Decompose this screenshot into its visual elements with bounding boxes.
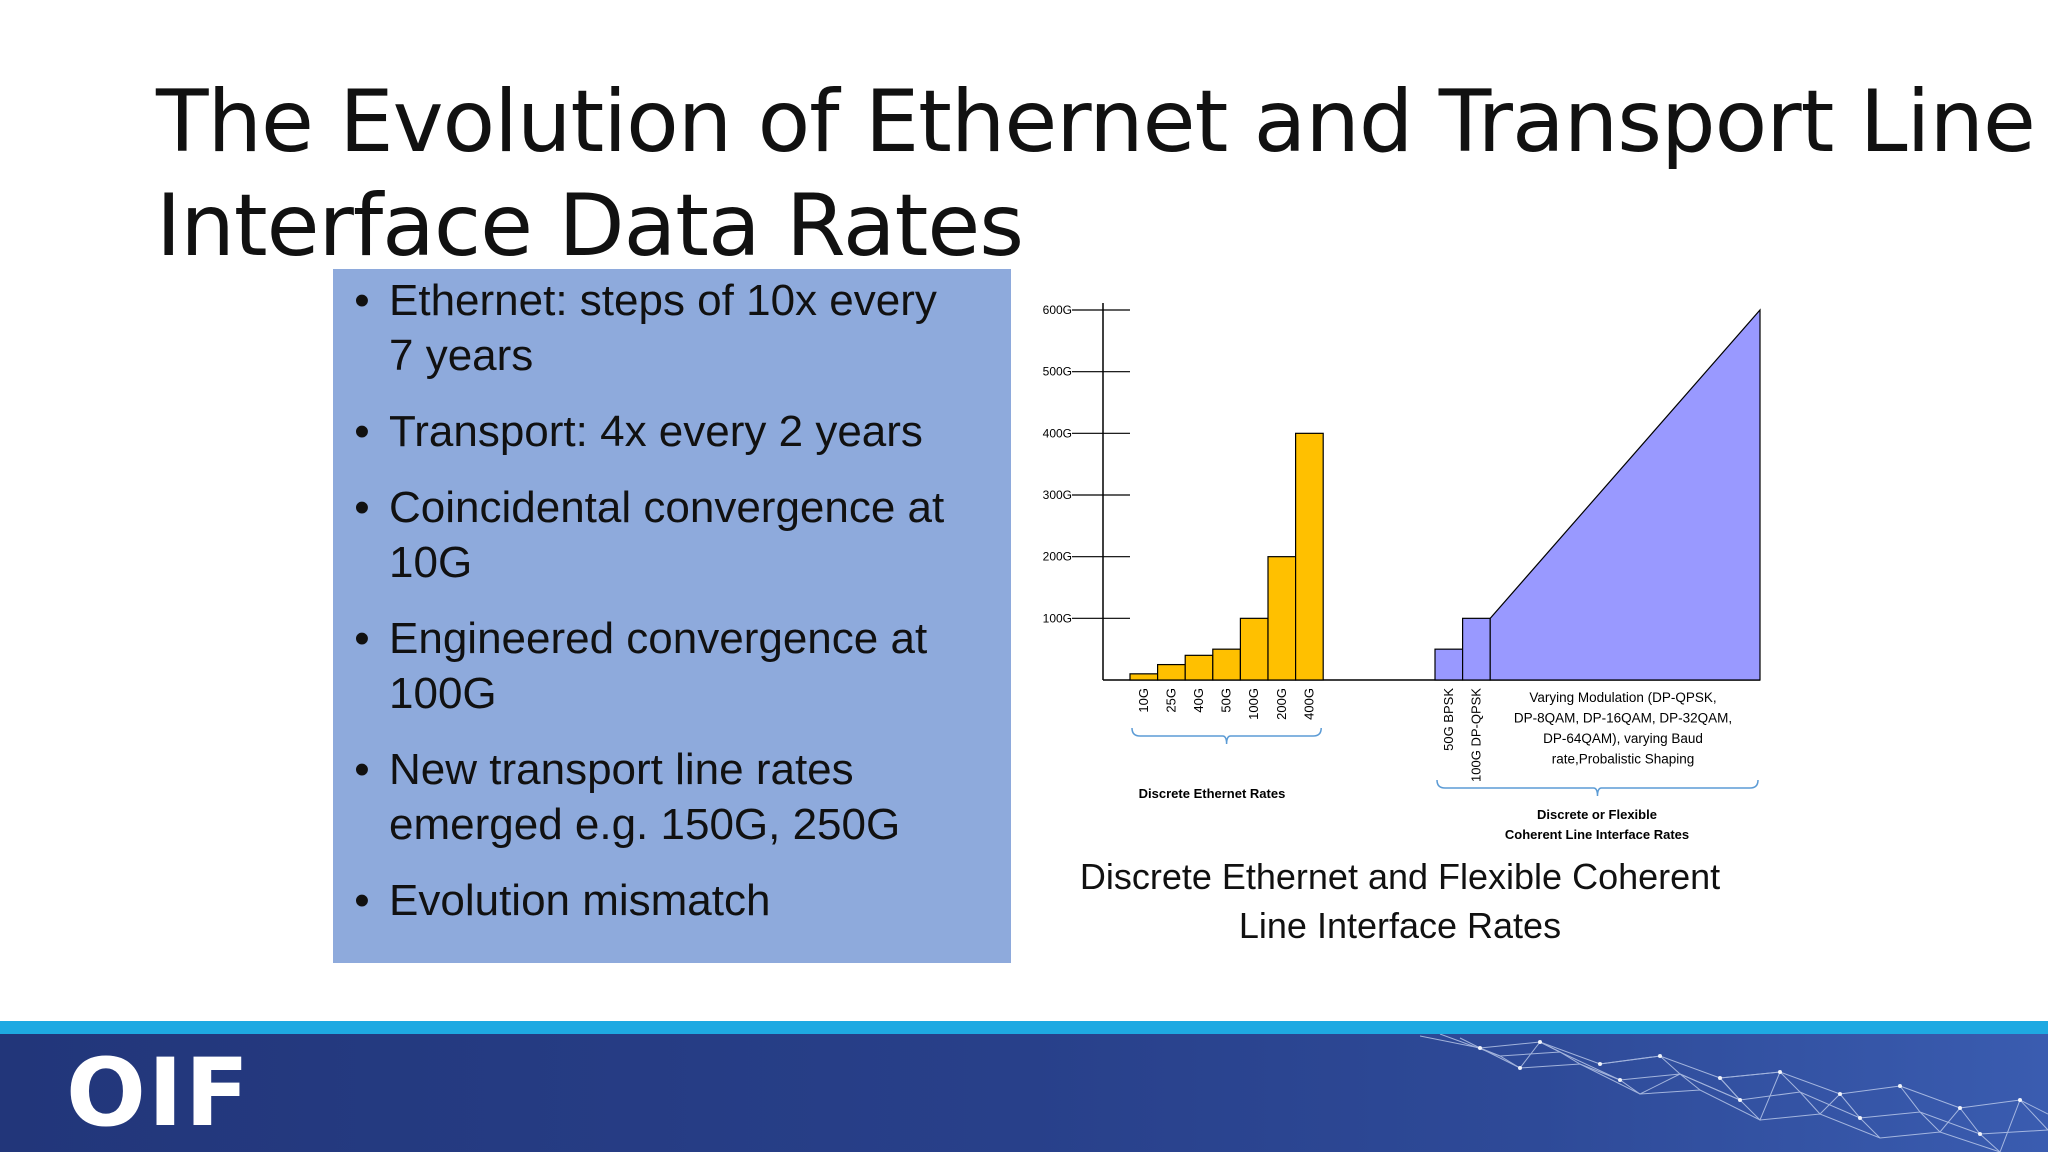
bullet-text: Ethernet: steps of 10x every [389,276,937,325]
bullet-box: • Ethernet: steps of 10x every 7 years • Tr… [333,269,1011,963]
bullet-item: • Transport: 4x every 2 years [347,404,985,459]
flexible-rate-label: DP-8QAM, DP-16QAM, DP-32QAM, [1514,711,1732,726]
y-tick-label: 300G [1043,488,1072,502]
flexible-rate-label: Varying Modulation (DP-QPSK, [1529,690,1716,705]
footer-stripe [0,1021,2048,1034]
footer-bar: OIF [0,1034,2048,1152]
ethernet-bar [1239,617,1269,681]
y-tick-label: 600G [1043,303,1072,317]
bullet-dot: • [354,483,370,532]
ethernet-bar [1129,673,1159,681]
ethernet-bar [1212,648,1242,681]
ethernet-category-label: 200G [1274,688,1289,720]
chart-caption-line-1: Discrete Ethernet and Flexible Coherent [1079,856,1721,897]
flexible-rate-region [1489,308,1761,681]
bullet-item: • Coincidental convergence at 10G [347,480,985,590]
ethernet-group-bracket [1131,727,1322,745]
y-tick-label: 500G [1043,365,1072,379]
bullet-text: 10G [389,538,473,587]
bullet-text: Engineered convergence at [389,614,928,663]
bullet-text: Transport: 4x every 2 years [389,407,923,456]
ethernet-category-label: 50G [1219,688,1234,713]
bullet-text: Coincidental convergence at [389,483,945,532]
coherent-group-bracket [1436,779,1759,797]
y-tick-label: 400G [1043,426,1072,440]
ethernet-bar [1267,556,1297,681]
coherent-category-label: 50G BPSK [1441,688,1456,751]
bullet-text: New transport line rates [389,745,854,794]
ethernet-category-label: 40G [1191,688,1206,713]
bullet-text: 100G [389,669,497,718]
bullet-item: • Engineered convergence at 100G [347,611,985,721]
coherent-group-label: Coherent Line Interface Rates [1505,827,1689,842]
bullet-text: 7 years [389,331,534,380]
oif-logo: OIF [66,1039,252,1148]
chart-caption: Discrete Ethernet and Flexible Coherent … [1040,852,1760,950]
coherent-group-label: Discrete or Flexible [1537,807,1657,822]
coherent-category-label: 100G DP-QPSK [1468,688,1483,782]
bullet-text: Evolution mismatch [389,876,771,925]
ethernet-category-label: 10G [1136,688,1151,713]
ethernet-group-label: Discrete Ethernet Rates [1139,786,1286,801]
ethernet-bar [1157,663,1186,681]
flexible-rate-label: rate,Probalistic Shaping [1552,752,1695,767]
coherent-bar [1462,617,1491,681]
bullet-dot: • [354,745,370,794]
bullet-dot: • [354,876,370,925]
chart-caption-line-2: Line Interface Rates [1238,905,1562,946]
ethernet-category-label: 100G [1246,688,1261,720]
slide-title: The Evolution of Ethernet and Transport … [156,70,2036,278]
bullet-list: • Ethernet: steps of 10x every 7 years • Tr… [347,273,985,928]
flexible-rate-label: DP-64QAM), varying Baud [1543,731,1703,746]
bullet-dot: • [354,407,370,456]
ethernet-category-label: 400G [1301,688,1316,720]
bullet-item: • Evolution mismatch [347,873,985,928]
bullet-item: • New transport line rates emerged e.g. 15… [347,742,985,852]
coherent-bar [1434,648,1464,681]
ethernet-bar [1295,432,1324,681]
bullet-dot: • [354,276,370,325]
y-tick-label: 200G [1043,550,1072,564]
bullet-item: • Ethernet: steps of 10x every 7 years [347,273,985,383]
slide-title-line-1: The Evolution of Ethernet and Transport … [156,72,2036,172]
ethernet-category-label: 25G [1163,688,1178,713]
y-tick-label: 100G [1043,611,1072,625]
bullet-dot: • [354,614,370,663]
network-graphic-icon [1420,1034,2048,1152]
slide-title-line-2: Interface Data Rates [156,176,1024,276]
rates-chart: 100G 200G 300G 400G 500G 600G 10G 25G 40G 50G 100G… [1043,303,1761,842]
ethernet-bar [1184,654,1214,681]
bullet-text: emerged e.g. 150G, 250G [389,800,901,849]
